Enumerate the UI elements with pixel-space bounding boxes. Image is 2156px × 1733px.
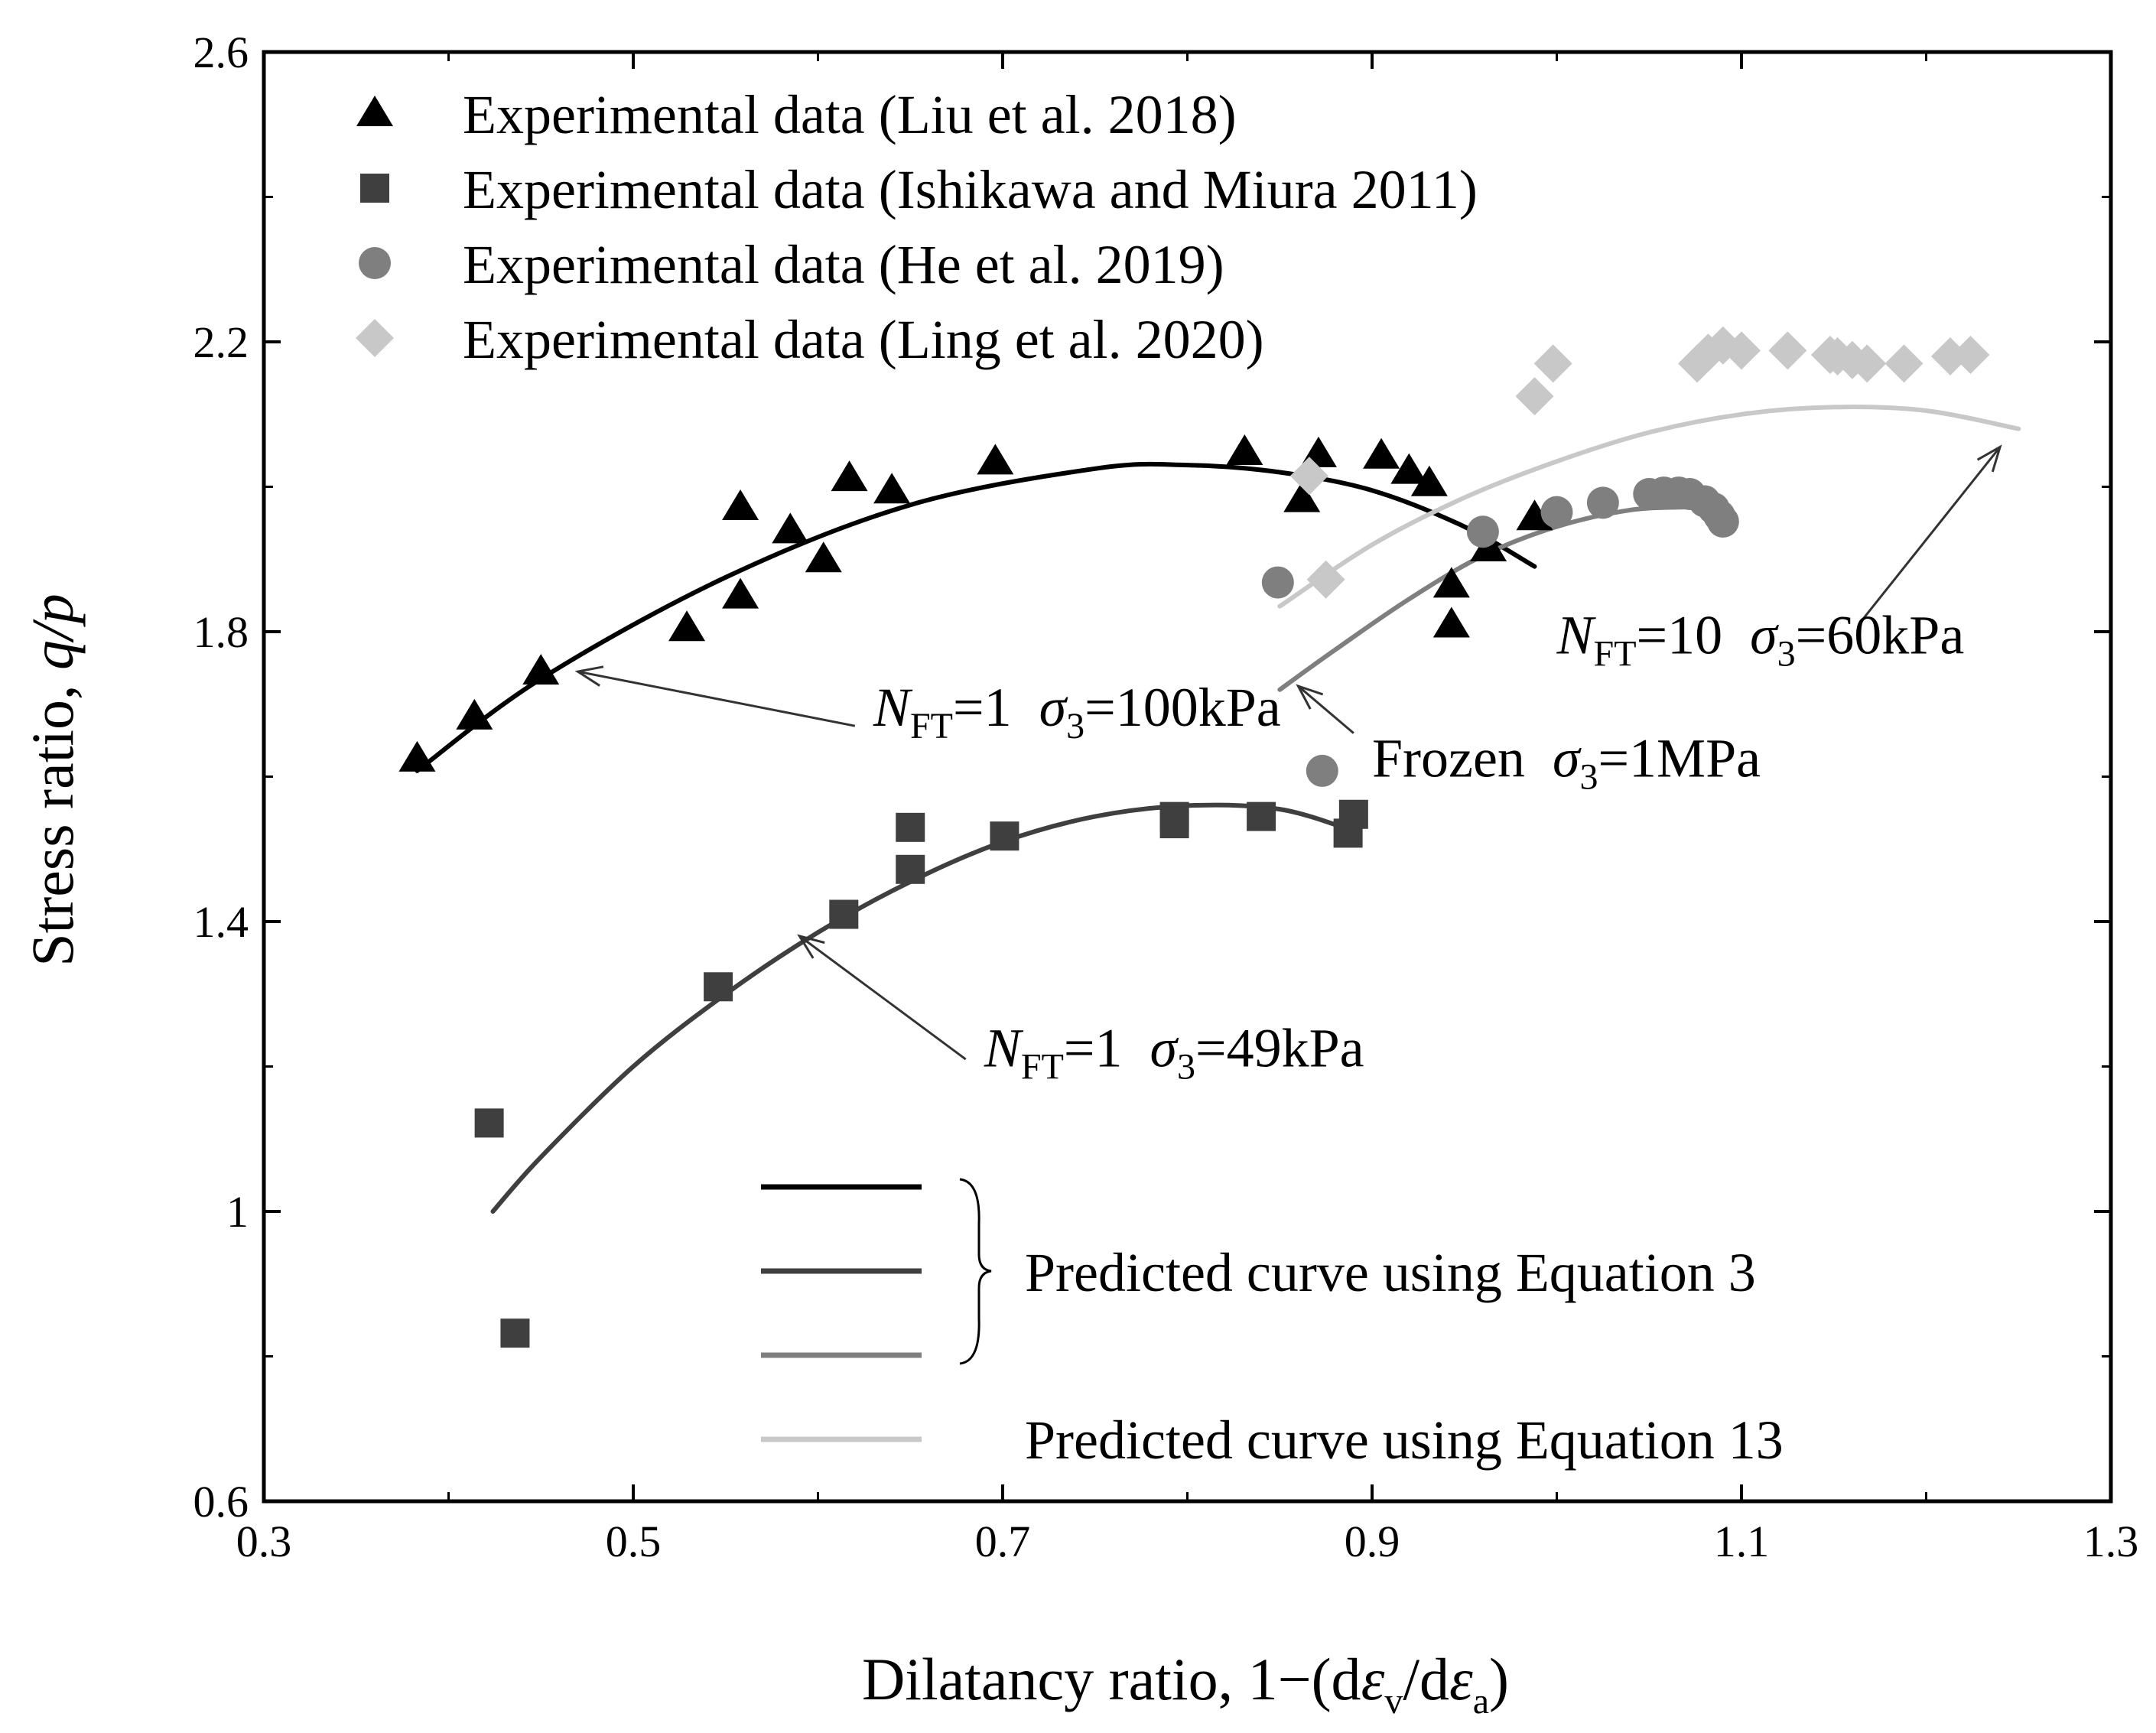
data-point [1432,606,1470,638]
data-point [722,577,759,609]
predicted-curve-legend: Predicted curve using Equation 3 Predicte… [761,1178,1784,1471]
annotation-label-a1: NFT=1 σ3=100kPa [873,677,1281,746]
data-point [1283,481,1321,512]
y-axis-title: Stress ratio, q/p [19,593,86,966]
legend-brace [959,1178,992,1365]
data-point [829,899,859,929]
data-points [398,326,1990,1348]
annotation-label-a2: NFT=1 σ3=49kPa [984,1018,1364,1088]
legend: Experimental data (Liu et al. 2018) Exper… [356,84,1478,370]
legend-marker-triangle [356,96,393,126]
x-tick-label: 0.5 [606,1517,662,1566]
annotations: NFT=1 σ3=100kPa NFT=1 σ3=49kPa NFT=10 σ3=6… [574,444,2002,1088]
data-point [1261,566,1294,599]
data-point [1289,457,1328,496]
data-point [873,473,911,504]
arrow-shaft [798,935,967,1061]
data-point [1338,799,1368,829]
data-point [896,854,925,884]
x-tick-label: 1.3 [2083,1517,2139,1566]
data-point [722,489,759,521]
arrow-head [574,665,604,687]
arrow-shaft [1860,446,2002,622]
data-point [500,1318,530,1348]
y-tick-label: 1.8 [193,607,249,657]
data-point [456,698,493,730]
legend-label: Experimental data (Liu et al. 2018) [463,84,1237,145]
data-point [1540,496,1573,528]
data-point [1768,331,1807,370]
arrow-shaft [1297,684,1354,734]
data-point [1722,331,1761,370]
data-point [990,821,1019,851]
data-point [704,972,733,1002]
x-axis-title: Dilatancy ratio, 1−(dεv/dεa) [862,1646,1509,1722]
data-point [1306,754,1338,787]
data-point [1363,437,1400,469]
legend-marker-diamond [356,319,394,357]
y-tick-label: 0.6 [193,1477,249,1527]
annotation-label-a3: NFT=10 σ3=60kPa [1556,604,1965,674]
legend-marker-square [360,174,389,203]
y-tick-label: 2.2 [193,317,249,367]
data-point [1515,377,1554,416]
data-point [977,444,1014,475]
data-point [1159,801,1189,831]
arrow-shaft [577,670,856,727]
annotation-arrow-a2 [797,934,967,1061]
arrow-head [1976,444,2002,473]
x-tick-label: 0.3 [236,1517,292,1566]
annotation-arrow-a3 [1860,444,2002,622]
data-point [1884,344,1923,383]
x-tick-label: 0.7 [975,1517,1031,1566]
predicted-curve-4 [1277,405,2021,609]
data-point [1226,434,1263,466]
data-point [522,654,560,685]
axes: 0.3 0.5 0.7 0.9 1.1 1.3 0.6 1 1.4 1.8 2.2 2.6 [193,28,2139,1566]
data-point [474,1108,504,1138]
predicted-curves [415,405,2021,1214]
data-point [772,512,809,544]
x-tick-label: 1.1 [1714,1517,1770,1566]
data-point [1516,499,1553,531]
annotation-label-a4: Frozen σ3=1MPa [1372,728,1761,798]
arrow-head [797,934,825,959]
series-circle [1261,476,1739,787]
data-point [896,812,925,842]
annotation-arrow-a4 [1296,684,1354,734]
legend-label: Experimental data (Ling et al. 2020) [463,309,1264,370]
data-point [398,740,436,772]
predicted-legend-label-eq3: Predicted curve using Equation 3 [1025,1242,1756,1303]
annotation-arrow-a1 [574,665,856,727]
data-point [1390,453,1428,484]
data-point [1848,344,1887,383]
data-point [1247,801,1276,831]
y-tick-label: 2.6 [193,28,249,77]
x-tick-label: 0.9 [1345,1517,1400,1566]
legend-marker-circle [359,247,391,279]
data-point [1533,344,1572,383]
arrow-head [1296,684,1324,710]
series-diamond [1289,326,1990,599]
data-point [1706,505,1739,538]
series-square [474,799,1368,1348]
data-point [1306,560,1345,599]
predicted-curve-1 [415,461,1537,773]
y-tick-label: 1.4 [193,897,249,947]
legend-label: Experimental data (Ishikawa and Miura 20… [463,159,1478,220]
predicted-legend-label-eq13: Predicted curve using Equation 13 [1025,1409,1784,1471]
data-point [1951,336,1990,375]
data-point [805,541,842,573]
y-tick-label: 1 [226,1187,249,1237]
legend-label: Experimental data (He et al. 2019) [463,234,1224,295]
data-point [1586,486,1619,519]
data-point [1432,567,1470,598]
data-point [1410,465,1448,496]
data-point [1466,515,1499,548]
data-point [668,610,706,642]
data-point [831,460,868,492]
